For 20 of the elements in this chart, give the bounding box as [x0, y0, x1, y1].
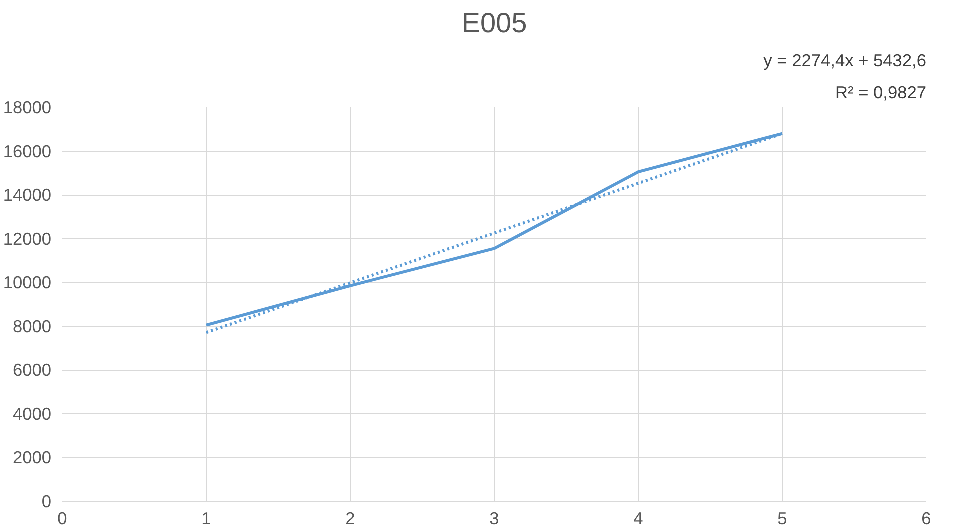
y-tick-label: 8000 — [12, 316, 52, 336]
y-tick-label: 14000 — [3, 185, 52, 206]
x-tick-label: 5 — [778, 508, 788, 528]
y-tick-label: 16000 — [3, 141, 52, 162]
y-tick-label: 6000 — [12, 360, 52, 380]
y-tick-label: 10000 — [3, 272, 52, 293]
text: R² = 0,9827 — [835, 82, 927, 102]
x-tick-label: 1 — [202, 508, 212, 528]
y-tick-label: 18000 — [3, 98, 52, 118]
x-tick-label: 4 — [634, 508, 644, 528]
text: y = 2274,4x + 5432,6 — [764, 50, 927, 70]
chart-title: E005 — [462, 8, 528, 38]
x-tick-label: 2 — [346, 508, 356, 528]
x-tick-label: 3 — [490, 508, 500, 528]
x-tick-label: 0 — [58, 508, 68, 528]
y-tick-label: 4000 — [12, 404, 52, 424]
y-tick-label: 12000 — [3, 228, 52, 249]
y-tick-label: 2000 — [12, 448, 52, 468]
x-tick-label: 6 — [922, 508, 932, 528]
y-tick-label: 0 — [42, 492, 52, 512]
